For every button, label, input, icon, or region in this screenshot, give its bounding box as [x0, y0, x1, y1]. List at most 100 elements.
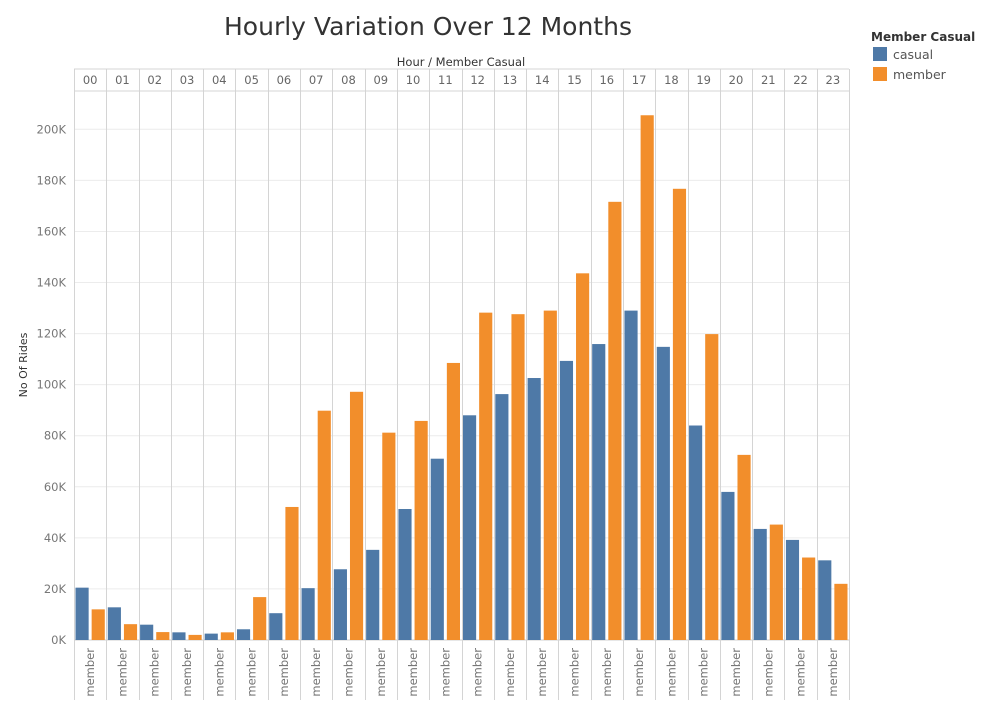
bar-member-17[interactable] [640, 115, 654, 641]
y-tick-label: 80K [44, 429, 67, 443]
x-subcategory-label: member [471, 648, 485, 697]
bar-member-12[interactable] [479, 312, 493, 640]
y-tick-label: 120K [37, 327, 67, 341]
bar-casual-16[interactable] [592, 344, 606, 640]
bar-casual-21[interactable] [753, 528, 767, 640]
hour-header-07: 07 [309, 73, 324, 87]
bar-member-15[interactable] [576, 273, 590, 640]
x-subcategory-label: member [503, 648, 517, 697]
bar-member-09[interactable] [382, 432, 396, 640]
x-subcategory-label: member [180, 648, 194, 697]
x-subcategory-label: member [115, 648, 129, 697]
bar-casual-04[interactable] [204, 633, 218, 640]
hour-header-23: 23 [826, 73, 841, 87]
hour-header-04: 04 [212, 73, 227, 87]
bar-member-16[interactable] [608, 201, 622, 640]
bar-member-05[interactable] [253, 597, 267, 640]
grid-layer [74, 68, 850, 700]
bar-member-13[interactable] [511, 314, 525, 640]
bar-member-23[interactable] [834, 583, 848, 640]
bar-casual-09[interactable] [366, 549, 380, 640]
legend-label-member[interactable]: member [893, 67, 947, 82]
hour-header-09: 09 [373, 73, 388, 87]
y-tick-label: 60K [44, 480, 67, 494]
hour-header-21: 21 [761, 73, 776, 87]
bar-member-06[interactable] [285, 506, 299, 640]
x-subcategory-label: member [761, 648, 775, 697]
bar-casual-20[interactable] [721, 491, 735, 640]
x-subcategory-label: member [535, 648, 549, 697]
bar-member-22[interactable] [802, 557, 816, 640]
hour-header-08: 08 [341, 73, 356, 87]
bar-member-10[interactable] [414, 420, 428, 640]
bar-casual-12[interactable] [463, 415, 477, 640]
x-subcategory-label: member [794, 648, 808, 697]
bar-member-04[interactable] [220, 632, 234, 640]
bar-member-03[interactable] [188, 634, 202, 640]
x-subcategory-label: member [309, 648, 323, 697]
hour-header-16: 16 [599, 73, 614, 87]
legend-label-casual[interactable]: casual [893, 47, 933, 62]
bar-casual-11[interactable] [430, 458, 444, 640]
hour-header-11: 11 [438, 73, 453, 87]
y-tick-label: 100K [37, 378, 67, 392]
y-tick-label: 40K [44, 531, 67, 545]
bar-casual-03[interactable] [172, 632, 186, 640]
hour-header-00: 00 [83, 73, 98, 87]
bar-member-00[interactable] [91, 609, 105, 640]
y-tick-label: 0K [51, 633, 66, 647]
bar-casual-05[interactable] [236, 629, 251, 640]
x-subcategory-label: member [632, 648, 646, 697]
hour-header-20: 20 [729, 73, 744, 87]
x-subcategory-label: member [245, 648, 259, 697]
bar-casual-10[interactable] [398, 509, 412, 640]
bar-casual-06[interactable] [269, 613, 283, 640]
x-subcategory-label: member [148, 648, 162, 697]
bar-casual-23[interactable] [818, 560, 832, 640]
bar-casual-01[interactable] [107, 607, 121, 640]
labels-layer: 0K 20K 40K 60K 80K 100K 120K 140K 160K 180K 200K 00… [37, 73, 841, 697]
hour-header-19: 19 [696, 73, 711, 87]
chart-title: Hourly Variation Over 12 Months [224, 12, 632, 41]
x-subcategory-label: member [826, 648, 840, 697]
x-subcategory-label: member [83, 648, 97, 697]
y-tick-label: 140K [37, 276, 67, 290]
y-tick-label: 20K [44, 582, 67, 596]
bar-casual-02[interactable] [140, 624, 154, 640]
x-subcategory-label: member [438, 648, 452, 697]
bar-casual-14[interactable] [527, 378, 541, 640]
bar-casual-18[interactable] [656, 346, 670, 640]
bar-member-18[interactable] [672, 188, 687, 641]
hour-header-13: 13 [503, 73, 518, 87]
bar-member-01[interactable] [123, 624, 138, 640]
bar-casual-13[interactable] [495, 394, 509, 640]
hour-header-15: 15 [567, 73, 582, 87]
bar-casual-22[interactable] [785, 539, 800, 640]
column-header-label: Hour / Member Casual [397, 55, 525, 69]
bar-member-02[interactable] [156, 632, 170, 640]
bars-layer [75, 115, 848, 641]
bar-member-21[interactable] [769, 524, 783, 640]
x-subcategory-label: member [374, 648, 388, 697]
bar-casual-15[interactable] [559, 360, 574, 640]
legend-swatch-casual [873, 47, 887, 61]
bar-casual-08[interactable] [333, 569, 347, 640]
legend-swatch-member [873, 67, 887, 81]
x-subcategory-label: member [212, 648, 226, 697]
bar-casual-19[interactable] [689, 425, 703, 640]
bar-casual-00[interactable] [75, 587, 89, 640]
bar-member-20[interactable] [737, 454, 751, 640]
bar-member-08[interactable] [349, 391, 364, 640]
x-subcategory-label: member [341, 648, 355, 697]
y-tick-label: 200K [37, 122, 67, 136]
x-subcategory-label: member [729, 648, 743, 697]
bar-member-14[interactable] [543, 310, 557, 640]
hour-header-03: 03 [180, 73, 195, 87]
bar-casual-07[interactable] [301, 588, 315, 640]
y-tick-label: 160K [37, 224, 67, 238]
bar-member-19[interactable] [705, 334, 719, 640]
bar-casual-17[interactable] [624, 310, 638, 640]
y-axis-label: No Of Rides [17, 332, 30, 397]
bar-member-07[interactable] [317, 410, 331, 640]
bar-member-11[interactable] [446, 362, 460, 640]
